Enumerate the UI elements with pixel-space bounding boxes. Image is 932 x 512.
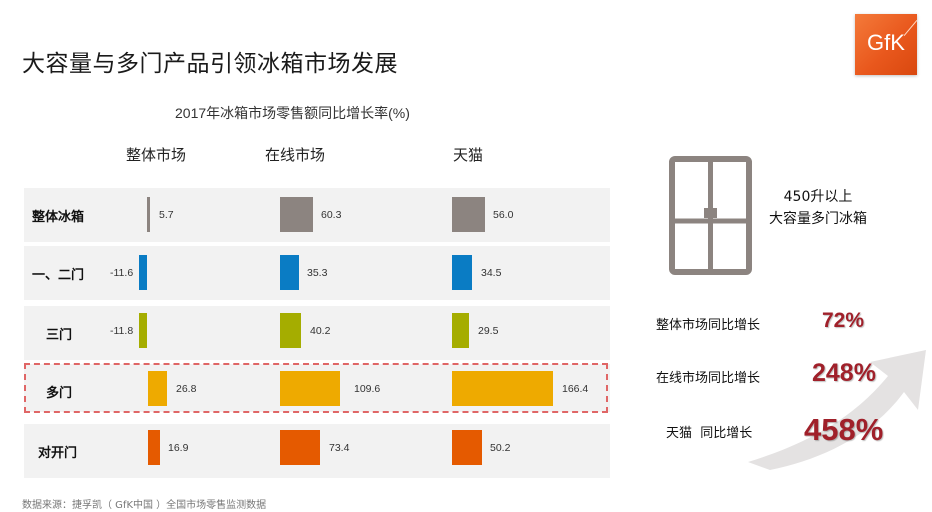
chart-row-band (24, 306, 610, 360)
value-label: 26.8 (176, 383, 197, 395)
page-title: 大容量与多门产品引领冰箱市场发展 (22, 51, 398, 77)
fridge-caption-line1: 450升以上 (783, 189, 853, 205)
column-header-overall: 整体市场 (126, 146, 187, 164)
bar-overall-12door (139, 255, 147, 290)
value-label: -11.8 (110, 325, 134, 337)
kpi-label-overall: 整体市场同比增长 (656, 318, 761, 333)
value-label: 166.4 (562, 383, 589, 395)
bar-online-12door (280, 255, 299, 290)
bar-tmall-3door (452, 313, 469, 348)
value-label: 34.5 (481, 267, 502, 279)
value-label: 56.0 (493, 209, 514, 221)
row-label: 对开门 (38, 446, 78, 461)
value-label: 50.2 (490, 442, 511, 454)
value-label: -11.6 (110, 267, 134, 279)
value-label: 73.4 (329, 442, 350, 454)
kpi-value-online: 248% (812, 359, 876, 387)
chart-row-band (24, 246, 610, 300)
growth-arrow-icon (748, 350, 926, 470)
data-source-note: 数据来源：捷孚凯（ GfK中国 ）全国市场零售监测数据 (22, 500, 267, 511)
bar-overall-3door (139, 313, 147, 348)
value-label: 16.9 (168, 442, 189, 454)
fridge-icon (669, 156, 752, 275)
row-label: 整体冰箱 (32, 210, 85, 225)
bar-tmall-sidebyside (452, 430, 482, 465)
bar-overall-sidebyside (148, 430, 160, 465)
bar-tmall-total (452, 197, 485, 232)
value-label: 29.5 (478, 325, 499, 337)
bar-online-3door (280, 313, 301, 348)
bar-online-multidoor (280, 371, 340, 406)
bar-tmall-multidoor (452, 371, 553, 406)
logo-text: GfK (867, 30, 905, 55)
row-label: 三门 (46, 328, 73, 343)
chart-row-band (24, 188, 610, 242)
value-label: 109.6 (354, 383, 381, 395)
bar-online-sidebyside (280, 430, 320, 465)
row-label: 多门 (46, 386, 73, 401)
row-label: 一、二门 (32, 268, 85, 283)
kpi-value-tmall: 458% (804, 412, 884, 447)
kpi-label-tmall: 天猫 同比增长 (666, 426, 753, 441)
chart-subtitle: 2017年冰箱市场零售额同比增长率(%) (175, 105, 410, 121)
value-label: 35.3 (307, 267, 328, 279)
bar-online-total (280, 197, 313, 232)
fridge-caption: 450升以上 大容量多门冰箱 (758, 186, 878, 230)
gfk-logo: GfK (855, 14, 918, 75)
bar-overall-multidoor (148, 371, 167, 406)
kpi-value-overall: 72% (822, 309, 865, 332)
value-label: 60.3 (321, 209, 342, 221)
column-header-tmall: 天猫 (453, 146, 484, 164)
highlight-box-multidoor (24, 363, 608, 413)
kpi-label-online: 在线市场同比增长 (656, 371, 761, 386)
value-label: 40.2 (310, 325, 331, 337)
column-header-online: 在线市场 (265, 146, 326, 164)
value-label: 5.7 (159, 209, 174, 221)
fridge-caption-line2: 大容量多门冰箱 (769, 211, 867, 227)
bar-overall-total (147, 197, 150, 232)
bar-tmall-12door (452, 255, 472, 290)
